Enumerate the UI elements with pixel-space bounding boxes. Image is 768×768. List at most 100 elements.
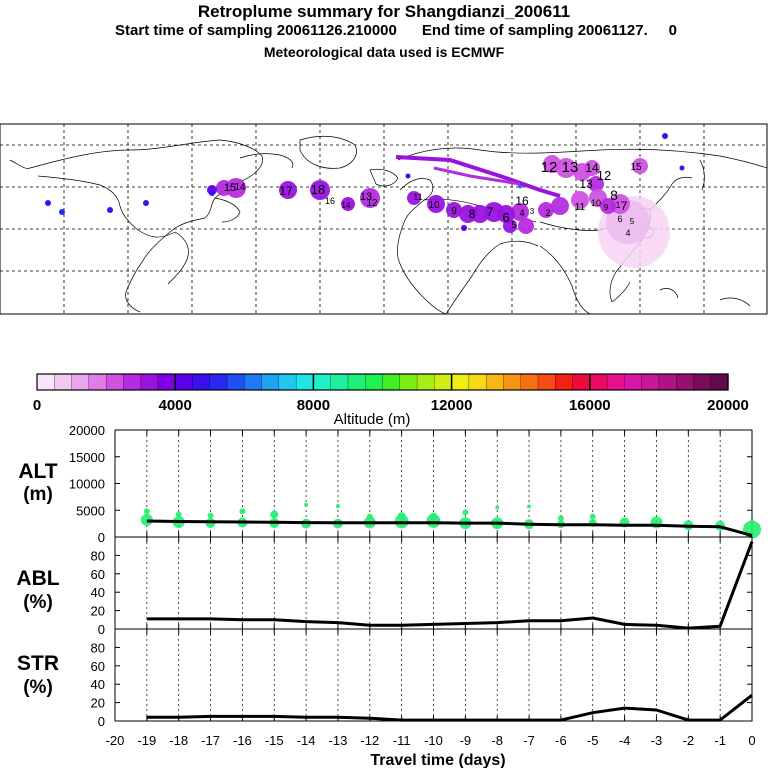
colorbar-cell xyxy=(105,373,125,391)
colorbar-cell xyxy=(503,373,522,391)
x-tick-label: -15 xyxy=(265,733,284,748)
figure-title: Retroplume summary for Shangdianzi_20061… xyxy=(197,2,571,21)
colorbar-cell xyxy=(676,373,695,391)
colorbar-cell xyxy=(140,373,159,391)
plume-dot xyxy=(59,209,65,215)
altitude-scatter-point xyxy=(397,512,406,521)
colorbar-cell xyxy=(624,373,643,391)
plume-markers xyxy=(45,133,685,268)
plume-blob xyxy=(600,198,616,214)
plume-blob xyxy=(551,197,569,215)
plume-day-label: 7 xyxy=(621,199,628,213)
colorbar-cell xyxy=(365,373,384,391)
colorbar-cell xyxy=(226,373,245,391)
x-tick-label: 0 xyxy=(748,733,755,748)
colorbar-cell xyxy=(537,373,556,391)
x-axis-ticks: -20 -19 -18 -17 -16 -15 -14 -13 -12 -11 -10 -9 -8 -7-… xyxy=(106,733,756,748)
colorbar-tick-label: 20000 xyxy=(707,397,749,414)
colorbar-cell xyxy=(330,373,349,391)
plume-blob xyxy=(584,160,600,176)
colorbar-cell xyxy=(157,373,176,391)
plume-day-label: 13 xyxy=(360,191,372,203)
plume-day-label: 6 xyxy=(502,210,509,225)
altitude-colorbar: 0 4000 8000 12000 16000 20000 Altitude (m) xyxy=(33,373,749,428)
colorbar-ticks: 0 4000 8000 12000 16000 20000 xyxy=(33,374,749,414)
plume-day-label: 14 xyxy=(234,182,246,193)
colorbar-cell xyxy=(572,373,591,391)
colorbar-cell xyxy=(451,373,470,391)
colorbar-title: Altitude (m) xyxy=(334,411,411,428)
plume-blob xyxy=(538,202,554,218)
altitude-scatter-point xyxy=(207,512,214,519)
colorbar-cell xyxy=(295,373,315,391)
plume-day-label: 11 xyxy=(413,192,422,202)
sampling-times: Start time of sampling 20061126.210000 E… xyxy=(115,22,677,39)
x-tick-label: -2 xyxy=(683,733,695,748)
x-axis-label: Travel time (days) xyxy=(370,752,505,768)
plume-blob xyxy=(360,188,380,208)
str-panel: 0 20 40 60 80 xyxy=(91,628,753,729)
colorbar-cell xyxy=(88,373,107,391)
series-line xyxy=(146,541,754,630)
colorbar-tick-label: 0 xyxy=(33,397,41,414)
plume-dot xyxy=(45,200,51,206)
colorbar-cell xyxy=(36,373,55,391)
colorbar-cell xyxy=(641,373,660,391)
plume-day-label: 2 xyxy=(545,208,550,218)
x-tick-label: -11 xyxy=(393,733,411,748)
colorbar-tick-label: 4000 xyxy=(159,397,192,414)
plume-day-label: 1 xyxy=(615,200,620,210)
colorbar-cells xyxy=(36,373,729,391)
plume-day-label: 8 xyxy=(469,207,476,221)
altitude-scatter-point xyxy=(175,511,182,518)
plume-trajectory xyxy=(433,166,521,186)
plume-blob xyxy=(503,219,517,233)
altitude-scatter-point xyxy=(304,502,309,507)
plume-dot xyxy=(461,225,467,231)
x-tick-label: -8 xyxy=(491,733,503,748)
altitude-scatter-point xyxy=(239,508,246,515)
y-tick-label: 60 xyxy=(91,659,105,674)
plume-day-label: 13 xyxy=(579,177,593,191)
colorbar-cell xyxy=(710,373,729,391)
plume-dot xyxy=(662,133,668,139)
plume-day-label: 16 xyxy=(325,196,335,206)
plume-day-label: 15 xyxy=(630,162,642,173)
met-data-label: Meteorological data used is ECMWF xyxy=(263,44,505,60)
plume-dot xyxy=(209,190,215,196)
colorbar-cell xyxy=(399,373,418,391)
y-tick-label: 20 xyxy=(91,696,105,711)
series-line xyxy=(146,694,753,722)
plume-blob xyxy=(310,180,330,200)
y-tick-label: 60 xyxy=(91,567,105,582)
altitude-scatter-point xyxy=(335,503,340,508)
colorbar-cell xyxy=(71,373,90,391)
colorbar-cell xyxy=(468,373,487,391)
x-tick-label: -1 xyxy=(714,733,726,748)
plume-blob xyxy=(216,180,232,196)
x-tick-label: -6 xyxy=(555,733,567,748)
altitude-scatter-point xyxy=(743,520,761,539)
str-panel-unit: (%) xyxy=(23,677,53,698)
plume-day-label: 14 xyxy=(585,161,599,175)
x-tick-label: -19 xyxy=(137,733,156,748)
abl-panel-unit: (%) xyxy=(23,592,53,613)
plume-day-label: 12 xyxy=(541,159,558,176)
altitude-scatter-point xyxy=(557,515,564,522)
colorbar-cell xyxy=(434,373,453,391)
plume-day-label: 5 xyxy=(630,217,635,226)
plume-day-label: 12 xyxy=(366,198,378,209)
plume-day-label: 7 xyxy=(487,205,494,219)
y-tick-label: 10000 xyxy=(69,477,105,492)
colorbar-tick-label: 12000 xyxy=(431,397,473,414)
alt-panel-label: ALT xyxy=(18,460,57,483)
y-tick-label: 0 xyxy=(98,714,105,729)
plume-dot xyxy=(405,173,411,179)
colorbar-cell xyxy=(209,373,228,391)
plume-day-label: 15 xyxy=(224,182,236,194)
plume-day-label: 14 xyxy=(342,201,351,210)
plume-blob xyxy=(279,181,297,199)
